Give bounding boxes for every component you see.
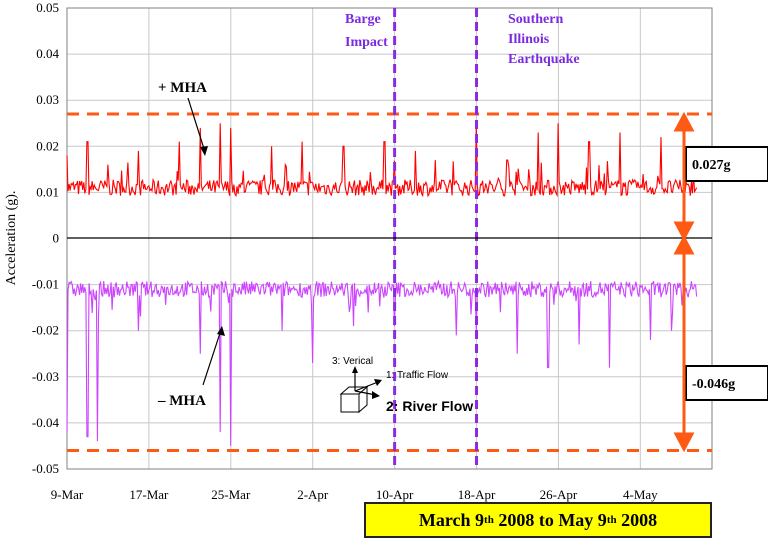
neg-value-box (685, 365, 768, 401)
series-group (66, 123, 698, 446)
inset-river-arrowhead (372, 391, 380, 399)
x-tick-label: 25-Mar (211, 487, 251, 502)
x-tick-label: 18-Apr (458, 487, 496, 502)
y-tick-label: -0.03 (32, 369, 59, 384)
x-tick-label: 17-Mar (129, 487, 169, 502)
x-tick-label: 9-Mar (51, 487, 84, 502)
neg-mha-arrowhead (217, 326, 225, 336)
axis-orientation-inset: 3: Verical 1: Traffic Flow 2: River Flow (332, 356, 473, 414)
y-tick-label: -0.01 (32, 277, 59, 292)
barge-label-1: Barge (345, 12, 381, 27)
y-tick-label: 0.05 (36, 0, 59, 15)
series-line (66, 279, 698, 446)
y-tick-label: 0.02 (36, 138, 59, 153)
y-tick-label: -0.02 (32, 323, 59, 338)
banner-part-1: March 9 (418, 509, 485, 530)
inset-traffic-arrow (354, 381, 379, 392)
banner-part-2: 2008 to May 9 (493, 509, 607, 530)
pos-mha-arrowhead (200, 146, 208, 156)
y-tick-label: 0.01 (36, 184, 59, 199)
inset-cube-front (340, 393, 360, 413)
inset-traffic-label: 1: Traffic Flow (386, 370, 449, 381)
quake-label-3: Earthquake (508, 52, 580, 67)
pos-value-box (685, 146, 768, 182)
neg-range-arrowhead-bottom (673, 432, 695, 453)
neg-mha-arrow (202, 329, 222, 386)
series-line (66, 123, 698, 198)
quake-label-2: Illinois (508, 32, 550, 47)
banner-part-3: 2008 (616, 509, 658, 530)
inset-river-label: 2: River Flow (386, 398, 473, 414)
y-axis-label: Acceleration (g). (4, 191, 19, 286)
x-tick-labels: 9-Mar 17-Mar 25-Mar 2-Apr 10-Apr 18-Apr 26-Apr… (51, 487, 658, 502)
y-tick-label: 0.04 (36, 46, 59, 61)
pos-value-text: 0.027g (692, 158, 731, 173)
y-tick-label: -0.05 (32, 461, 59, 476)
neg-mha-label: – MHA (157, 393, 206, 409)
neg-value-text: -0.046g (692, 377, 735, 392)
pos-mha-label: + MHA (158, 80, 207, 96)
x-tick-label: 4-May (623, 487, 658, 502)
banner-sup-2: th (606, 514, 617, 526)
inset-vertical-arrowhead (352, 366, 358, 373)
x-tick-label: 2-Apr (297, 487, 329, 502)
pos-range-arrowhead-top (673, 111, 695, 132)
quake-label-1: Southern (508, 12, 563, 27)
inset-vertical-label: 3: Verical (332, 356, 373, 367)
pos-range-arrowhead-bottom (673, 221, 695, 242)
banner-sup-1: th (484, 514, 494, 526)
range-arrows (673, 111, 695, 453)
inset-traffic-arrowhead (374, 379, 382, 386)
neg-range-arrowhead-top (673, 234, 695, 255)
y-tick-label: 0.03 (36, 92, 59, 107)
pos-mha-arrow (187, 97, 206, 153)
barge-label-2: Impact (345, 35, 388, 50)
x-tick-label: 26-Apr (540, 487, 578, 502)
y-tick-labels: 0.05 0.04 0.03 0.02 0.01 0 -0.01 -0.02 -0.03 -0.0… (32, 0, 60, 476)
x-tick-label: 10-Apr (376, 487, 414, 502)
y-tick-label: -0.04 (32, 415, 60, 430)
y-tick-label: 0 (53, 231, 60, 246)
